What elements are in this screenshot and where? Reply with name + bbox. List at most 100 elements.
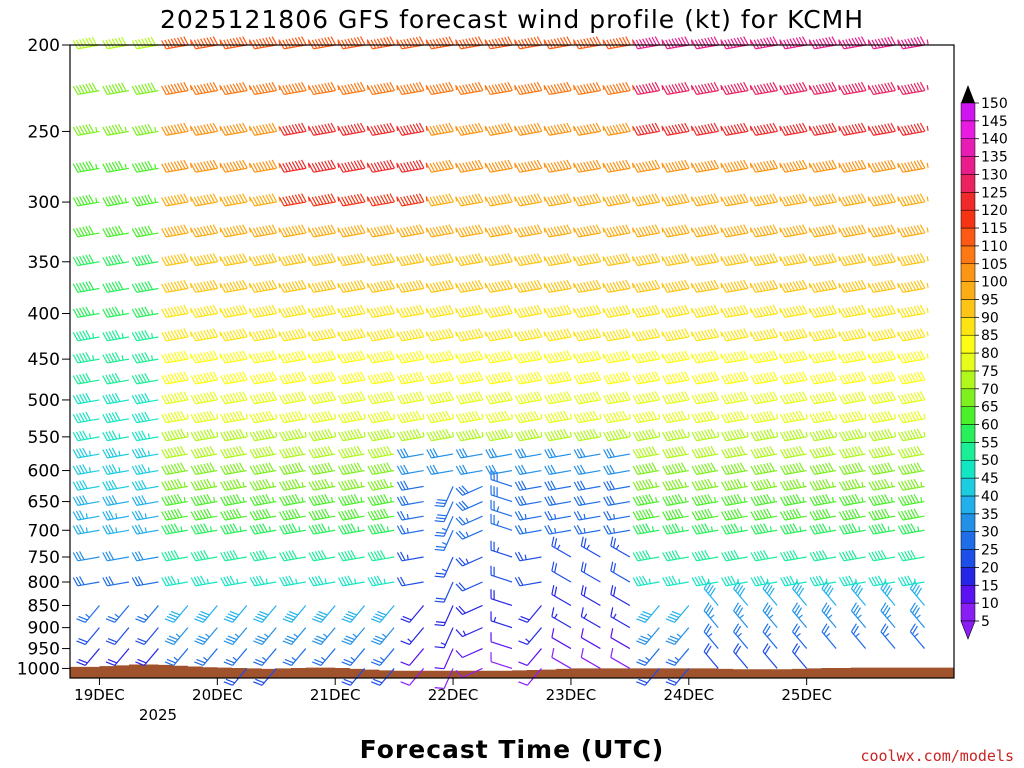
barb-flag [291, 463, 298, 473]
barb-flag [75, 481, 82, 490]
barb-flag [337, 283, 344, 293]
barb-flag [642, 195, 648, 205]
wind-barb [72, 524, 100, 535]
barb-flag [347, 464, 353, 473]
barb-flag [547, 481, 553, 490]
barb-flag [105, 496, 111, 506]
barb-flag [701, 373, 707, 383]
barb-flag [697, 480, 704, 490]
wind-barb [691, 224, 723, 238]
barb-flag [432, 162, 439, 172]
barb-staff [254, 399, 277, 405]
barb-flag [651, 160, 658, 170]
barb-flag [170, 161, 177, 171]
barb-flag [554, 538, 558, 548]
barb-flag [255, 394, 262, 403]
barb-staff [667, 581, 689, 587]
barb-staff [578, 312, 601, 318]
wind-barb [72, 576, 100, 587]
barb-flag [710, 160, 717, 170]
barb-flag [308, 577, 315, 587]
barb-staff [462, 515, 483, 526]
barb-flag [288, 195, 295, 205]
barb-flag [396, 126, 403, 136]
barb-flag [324, 280, 330, 290]
barb-flag [373, 430, 380, 440]
barb-flag [438, 392, 445, 402]
barb-flag [102, 395, 108, 405]
barb-flag [504, 36, 510, 46]
barb-flag [297, 350, 304, 360]
barb-flag [465, 393, 471, 403]
barb-flag [223, 308, 229, 318]
barb-flag [501, 83, 507, 92]
barb-flag [677, 392, 684, 402]
barb-flag [79, 227, 85, 237]
barb-staff [519, 287, 542, 293]
barb-staff [637, 500, 660, 506]
barb-flag [559, 83, 566, 92]
barb-flag [117, 123, 124, 133]
barb-flag [432, 464, 439, 474]
barb-flag [579, 196, 586, 206]
barb-flag [437, 499, 447, 502]
barb-flag [134, 481, 141, 490]
barb-flag [268, 305, 275, 315]
barb-flag [648, 254, 654, 264]
barb-flag [252, 448, 259, 458]
barb-flag [573, 465, 580, 475]
barb-flag [553, 38, 560, 48]
barb-flag [376, 509, 383, 519]
wind-barb [249, 350, 281, 364]
barb-flag [341, 448, 347, 458]
barb-staff [667, 232, 689, 238]
wind-barb [662, 410, 690, 424]
barb-flag [403, 307, 409, 317]
barb-flag [396, 432, 403, 441]
barb-flag [530, 194, 537, 204]
barb-flag [586, 195, 592, 204]
barb-staff [320, 605, 336, 623]
wind-barb [337, 508, 365, 521]
barb-flag [285, 125, 291, 135]
barb-flag [198, 613, 208, 618]
barb-flag [168, 613, 179, 618]
barb-flag [468, 124, 475, 134]
barb-flag [566, 224, 572, 234]
barb-flag [238, 36, 245, 46]
barb-flag [573, 525, 580, 535]
barb-flag [606, 227, 612, 237]
barb-staff [195, 167, 218, 173]
barb-flag [232, 254, 239, 264]
barb-flag [651, 305, 658, 315]
barb-flag [79, 374, 85, 384]
barb-flag [618, 225, 625, 235]
barb-flag [173, 83, 180, 93]
barb-flag [556, 83, 563, 93]
wind-barb [102, 194, 130, 207]
barb-half-flag [275, 413, 278, 419]
barb-flag [536, 328, 543, 338]
barb-flag [418, 193, 425, 203]
wind-barb [249, 391, 278, 405]
barb-staff [77, 201, 100, 207]
barb-flag [311, 481, 318, 490]
barb-flag [279, 375, 285, 385]
barb-flag [458, 530, 466, 539]
barb-flag [592, 350, 599, 360]
barb-flag [317, 393, 324, 403]
barb-flag [435, 255, 442, 265]
barb-staff [696, 261, 719, 267]
barb-flag [455, 283, 462, 293]
barb-flag [229, 330, 236, 340]
wind-barb [662, 253, 693, 267]
barb-half-flag [631, 162, 635, 168]
barb-flag [434, 646, 445, 649]
wind-barb [721, 575, 748, 587]
wind-barb [161, 159, 193, 173]
barb-flag [418, 371, 425, 381]
barb-flag [697, 84, 704, 94]
barb-flag [288, 124, 295, 134]
wind-barb [544, 253, 576, 267]
